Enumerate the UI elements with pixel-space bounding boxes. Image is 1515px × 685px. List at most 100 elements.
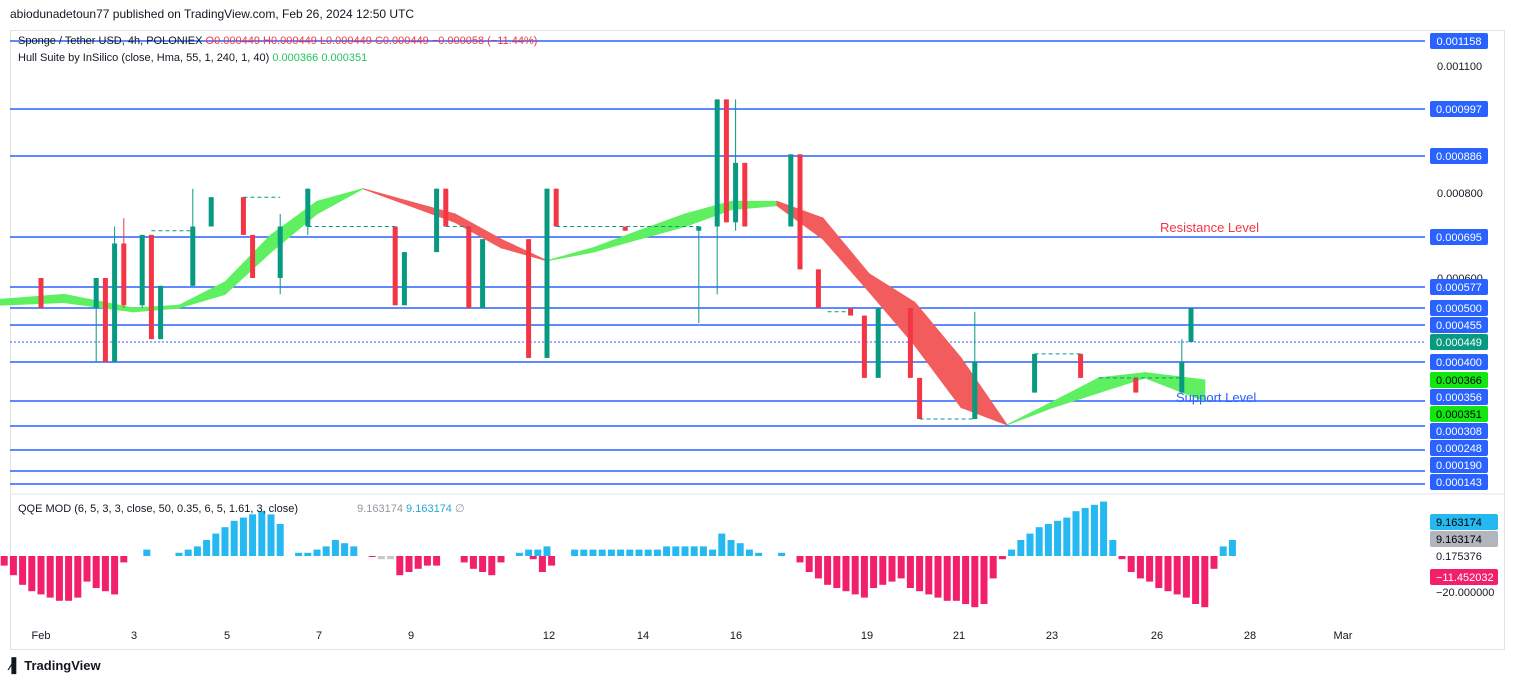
- qqe-bar: [571, 549, 579, 556]
- qqe-bar: [916, 556, 924, 592]
- qqe-bar: [249, 514, 257, 556]
- qqe-bar: [925, 556, 933, 595]
- time-axis-tick: 9: [408, 630, 414, 642]
- qqe-bar: [1219, 546, 1227, 556]
- qqe-bar: [851, 556, 859, 595]
- qqe-bar: [1035, 527, 1043, 556]
- candle-body: [139, 234, 145, 306]
- qqe-bar: [653, 549, 661, 556]
- qqe-bar: [626, 549, 634, 556]
- price-labels-layer: 0.0011000.0008000.0006000.0011580.000997…: [1430, 33, 1488, 490]
- candle-body: [972, 362, 978, 420]
- price-label-text: 0.000351: [1436, 409, 1482, 421]
- price-label-text: 0.000400: [1436, 357, 1482, 369]
- qqe-bar: [37, 556, 45, 595]
- qqe-label-box: [1430, 514, 1498, 530]
- price-label-text: 0.000190: [1436, 460, 1482, 472]
- candle-body: [815, 269, 821, 308]
- price-label-text: 0.000143: [1436, 477, 1482, 489]
- hull-segment: [316, 188, 364, 215]
- price-label-text: 0.001158: [1436, 36, 1481, 48]
- qqe-bar: [120, 556, 128, 563]
- qqe-axis-label: 9.163174: [1436, 517, 1482, 529]
- qqe-bar: [9, 556, 17, 576]
- candle-body: [544, 188, 550, 358]
- candle-body: [733, 162, 739, 223]
- qqe-bar: [1008, 549, 1016, 556]
- qqe-bar: [681, 546, 689, 556]
- time-axis-tick: 26: [1151, 630, 1163, 642]
- qqe-bar: [497, 556, 505, 563]
- qqe-axis-labels: 9.163174 9.163174 0.175376 −11.452032 −20.00…: [1430, 514, 1498, 599]
- candle-body: [742, 162, 748, 227]
- qqe-legend-v3: ∅: [455, 503, 465, 515]
- qqe-bar: [65, 556, 73, 601]
- symbol-legend[interactable]: Sponge / Tether USD, 4h, POLONIEX O0.000…: [18, 35, 537, 47]
- qqe-bar: [736, 543, 744, 556]
- qqe-bar: [55, 556, 63, 601]
- hull-segment: [132, 304, 180, 313]
- hull-legend[interactable]: Hull Suite by InSilico (close, Hma, 55, …: [18, 52, 367, 64]
- publisher-line: abiodunadetoun77 published on TradingVie…: [10, 7, 415, 21]
- qqe-bar: [1044, 524, 1052, 556]
- candle-body: [907, 308, 913, 378]
- qqe-bar: [870, 556, 878, 588]
- candle-body: [797, 154, 803, 270]
- candle-body: [277, 226, 283, 278]
- symbol-name: Sponge / Tether USD, 4h, POLONIEX: [18, 35, 203, 47]
- candle-body: [38, 278, 44, 308]
- qqe-bar: [396, 556, 404, 576]
- price-label-box: [1430, 334, 1488, 350]
- price-label-box: [1430, 457, 1488, 473]
- qqe-bar: [598, 549, 606, 556]
- time-axis-tick: Mar: [1334, 630, 1353, 642]
- qqe-bar: [46, 556, 54, 598]
- qqe-bar: [405, 556, 413, 572]
- price-label-box: [1430, 317, 1488, 333]
- qqe-bar: [350, 546, 358, 556]
- price-label-text: 0.000248: [1436, 443, 1482, 455]
- candle-body: [714, 99, 720, 227]
- qqe-bar: [727, 540, 735, 556]
- qqe-bar: [980, 556, 988, 604]
- price-label-box: [1430, 474, 1488, 490]
- qqe-bar: [83, 556, 91, 582]
- price-label-box: [1430, 279, 1488, 295]
- candle-body: [102, 278, 108, 362]
- qqe-bar: [1164, 556, 1172, 592]
- qqe-legend[interactable]: QQE MOD (6, 5, 3, 3, close, 50, 0.35, 6,…: [18, 502, 465, 515]
- qqe-bar: [1228, 540, 1236, 556]
- price-label-box: [1430, 300, 1488, 316]
- ohlc-values: O0.000449 H0.000449 L0.000449 C0.000449 …: [205, 35, 538, 47]
- qqe-bar: [1090, 504, 1098, 556]
- qqe-bar: [479, 556, 487, 572]
- qqe-bar: [368, 556, 376, 557]
- hull-segment: [1006, 400, 1054, 426]
- candle-body: [93, 278, 99, 308]
- candle-body: [788, 154, 794, 227]
- hull-suite-band: [0, 188, 1206, 426]
- qqe-bar: [607, 549, 615, 556]
- time-axis-tick: 5: [224, 630, 230, 642]
- qqe-bar: [672, 546, 680, 556]
- qqe-bar: [934, 556, 942, 598]
- qqe-bar: [906, 556, 914, 588]
- qqe-bar: [322, 546, 330, 556]
- candle-body: [1032, 353, 1038, 393]
- tradingview-brand[interactable]: ⁄▌ TradingView: [10, 657, 101, 673]
- qqe-bar: [1136, 556, 1144, 579]
- time-axis-tick: 7: [316, 630, 322, 642]
- qqe-bar: [635, 549, 643, 556]
- qqe-bar: [92, 556, 100, 588]
- qqe-bar: [193, 546, 201, 556]
- qqe-bar: [943, 556, 951, 601]
- qqe-legend-label: QQE MOD (6, 5, 3, 3, close, 50, 0.35, 6,…: [18, 503, 299, 515]
- qqe-bar: [1072, 511, 1080, 556]
- qqe-bar: [212, 533, 220, 556]
- price-label-box: [1430, 372, 1488, 388]
- hull-legend-v1: 0.000366: [272, 52, 319, 64]
- candle-body: [121, 243, 127, 306]
- candle-body: [466, 226, 472, 308]
- candle-body: [1078, 353, 1084, 378]
